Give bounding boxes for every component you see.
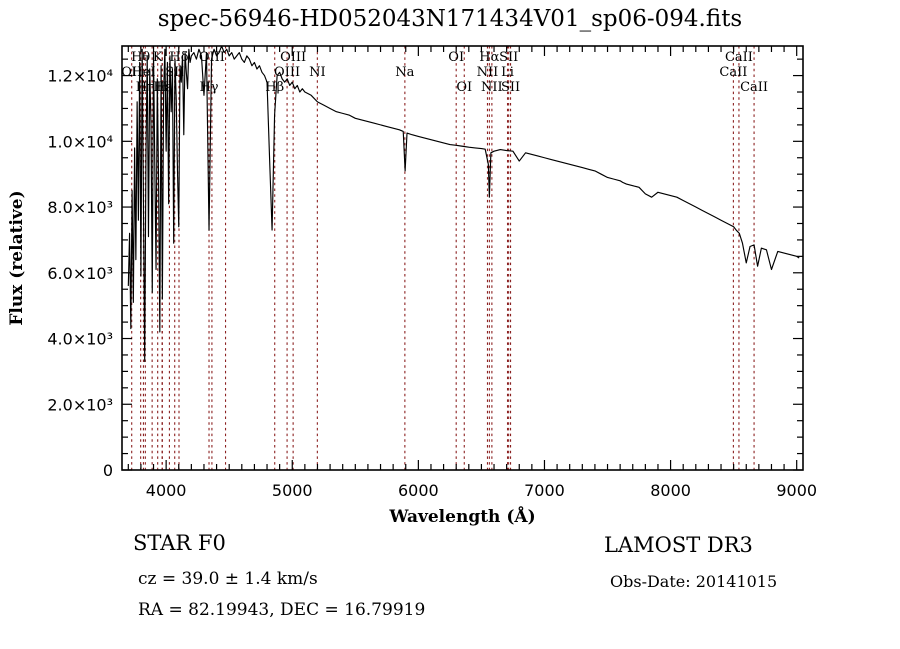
spectral-line-label: K <box>153 50 163 65</box>
radial-velocity-label: cz = 39.0 ± 1.4 km/s <box>138 569 318 589</box>
y-tick-label: 1.0×10⁴ <box>47 132 113 151</box>
x-axis-title: Wavelength (Å) <box>388 505 535 527</box>
spectral-line-label: NII <box>481 80 503 95</box>
spectral-line-label: OI <box>456 80 472 95</box>
y-tick-label: 0 <box>103 461 113 480</box>
spectral-line-label: OIII <box>280 50 306 65</box>
spectral-line-label: Hδ <box>169 50 188 65</box>
x-tick-label: 7000 <box>524 481 565 500</box>
spectral-line-label: SII <box>501 80 520 95</box>
spectral-line-label: OII <box>121 65 142 80</box>
y-tick-label: 4.0×10³ <box>47 330 113 349</box>
spectral-line-label: Hη <box>136 80 155 95</box>
object-class-label: STAR F0 <box>133 531 226 555</box>
y-tick-label: 1.2×10⁴ <box>47 67 113 86</box>
spectral-line-label: NII <box>477 65 499 80</box>
spectral-line-label: SII <box>165 65 184 80</box>
spectral-line-label: HeI <box>131 65 155 80</box>
y-tick-label: 6.0×10³ <box>47 264 113 283</box>
spectral-line-label: OIII <box>199 50 225 65</box>
spectral-line-label: CaII <box>719 65 747 80</box>
spectral-line-label: Hε <box>153 80 171 95</box>
obs-date-label: Obs-Date: 20141015 <box>610 572 778 591</box>
spectral-line-label: OI <box>448 50 464 65</box>
spectral-line-label: Na <box>395 65 414 80</box>
x-tick-label: 5000 <box>272 481 313 500</box>
coordinates-label: RA = 82.19943, DEC = 16.79919 <box>138 600 426 620</box>
y-tick-label: 8.0×10³ <box>47 198 113 217</box>
spectral-line-label: Hα <box>479 50 499 65</box>
spectral-line-label: Hγ <box>199 80 218 95</box>
y-tick-label: 2.0×10³ <box>47 395 113 414</box>
x-axis: 4000 5000 6000 7000 8000 9000 Wavelength (Å) <box>127 46 817 527</box>
y-axis-title: Flux (relative) <box>7 190 27 325</box>
spectral-line-label: H <box>156 80 167 95</box>
spectral-line-label: Li <box>501 65 514 80</box>
spectrum-trace <box>127 45 800 363</box>
spectral-line-label: OIII <box>274 65 300 80</box>
plot-background <box>122 46 803 470</box>
x-tick-label: 4000 <box>146 481 187 500</box>
spectral-line-label: Hθ <box>131 50 150 65</box>
plot-frame <box>121 45 804 471</box>
spectral-line-label: NI <box>309 65 326 80</box>
spectral-line-label: CaII <box>725 50 753 65</box>
y-axis: 0 2.0×10³ 4.0×10³ 6.0×10³ 8.0×10³ 1.0×10⁴ 1.2×… <box>7 58 803 480</box>
x-tick-label: 6000 <box>398 481 439 500</box>
page-title: spec-56946-HD052043N171434V01_sp06-094.f… <box>157 6 743 32</box>
spectral-line-label: SII <box>499 50 518 65</box>
x-tick-label: 9000 <box>776 481 817 500</box>
spectral-line-label: Hβ <box>265 80 284 95</box>
spectral-line-label: CaII <box>740 80 768 95</box>
x-tick-label: 8000 <box>650 481 691 500</box>
survey-label: LAMOST DR3 <box>604 533 753 557</box>
